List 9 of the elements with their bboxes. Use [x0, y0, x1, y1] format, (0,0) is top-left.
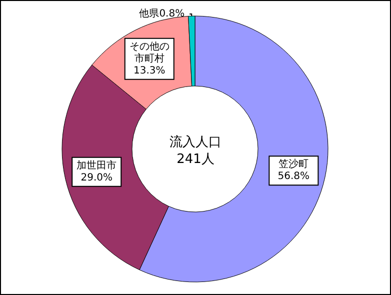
slice-label: 他県0.8%: [139, 8, 185, 20]
slice-label: 加世田市: [76, 159, 117, 172]
text: 流入人口: [170, 134, 222, 150]
data-label: 56.8%: [278, 171, 310, 182]
slice-label: 笠沙町: [278, 158, 309, 170]
slice-label: その他の市町村: [129, 40, 170, 64]
text: 241人: [176, 152, 214, 167]
data-label: 13.3%: [133, 65, 166, 76]
data-label: 29.0%: [80, 172, 113, 184]
